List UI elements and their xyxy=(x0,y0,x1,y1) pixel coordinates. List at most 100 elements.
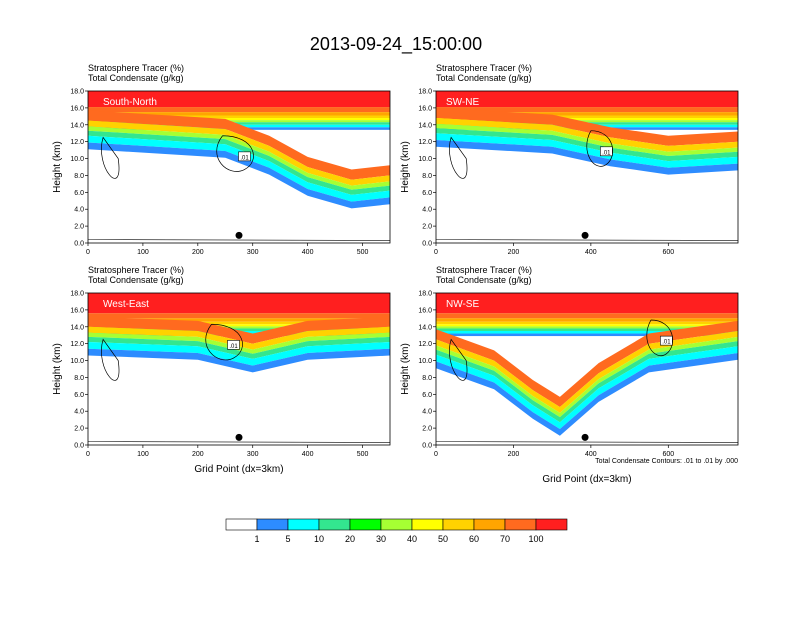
tracer-band xyxy=(88,326,390,329)
colorbar-label: 100 xyxy=(528,534,543,544)
x-tick-label: 600 xyxy=(662,249,674,256)
contour-label: .01 xyxy=(602,150,611,156)
x-tick-label: 100 xyxy=(137,249,149,256)
tracer-band xyxy=(88,112,390,116)
intrusion-layer xyxy=(436,140,738,175)
y-tick-label: 16.0 xyxy=(70,105,84,112)
location-marker xyxy=(235,231,243,239)
tracer-band xyxy=(436,120,738,123)
colorbar-swatch xyxy=(504,518,537,531)
panel-header-tracer: Stratosphere Tracer (%) xyxy=(436,63,532,73)
x-tick-label: 400 xyxy=(302,451,314,458)
intrusion-layer xyxy=(436,320,738,407)
y-tick-label: 0.0 xyxy=(422,241,432,248)
contour-label: .01 xyxy=(229,344,238,350)
tracer-band xyxy=(88,313,390,319)
colorbar-label: 10 xyxy=(314,534,324,544)
condensate-contour xyxy=(586,130,614,167)
intrusion-layer xyxy=(88,336,390,359)
contour-label: .01 xyxy=(662,340,671,346)
tracer-band xyxy=(436,112,738,116)
x-tick-label: 0 xyxy=(86,249,90,256)
colorbar-swatch xyxy=(256,518,289,531)
tracer-band xyxy=(88,115,390,119)
x-axis-label-left: Grid Point (dx=3km) xyxy=(194,464,283,475)
plot-area: .01 0.0 2.0 4.0 6.0 8.0 10.0 12.0 14.0 16.0 18.0 0 2… xyxy=(418,89,739,256)
tracer-band xyxy=(436,313,738,319)
panel-header-condensate: Total Condensate (g/kg) xyxy=(436,275,532,285)
colorbar-label: 30 xyxy=(376,534,386,544)
x-tick-label: 500 xyxy=(357,451,369,458)
surface-contour xyxy=(436,441,738,443)
panel-header-tracer: Stratosphere Tracer (%) xyxy=(436,265,532,275)
intrusion-layer xyxy=(436,346,738,429)
x-tick-label: 300 xyxy=(247,249,259,256)
x-tick-label: 0 xyxy=(434,249,438,256)
x-tick-label: 100 xyxy=(137,451,149,458)
y-tick-label: 8.0 xyxy=(74,173,84,180)
colorbar-label: 5 xyxy=(285,534,290,544)
intrusion-layer xyxy=(436,123,738,156)
plot-frame xyxy=(435,292,739,446)
condensate-contour xyxy=(449,338,468,381)
tracer-band xyxy=(88,328,390,331)
y-tick-label: 10.0 xyxy=(418,358,432,365)
y-tick-label: 2.0 xyxy=(422,224,432,231)
tracer-band xyxy=(88,318,390,322)
plot-area: .01 0.0 2.0 4.0 6.0 8.0 10.0 12.0 14.0 16.0 18.0 0 1… xyxy=(70,291,391,458)
x-axis-label-right: Grid Point (dx=3km) xyxy=(542,474,631,485)
tracer-band xyxy=(436,331,738,334)
y-tick-label: 18.0 xyxy=(70,291,84,298)
y-tick-label: 2.0 xyxy=(422,426,432,433)
intrusion-layer xyxy=(88,316,390,344)
condensate-contour xyxy=(449,136,468,179)
y-tick-label: 6.0 xyxy=(422,190,432,197)
y-tick-label: 14.0 xyxy=(70,324,84,331)
x-tick-label: 300 xyxy=(247,451,259,458)
tracer-band xyxy=(88,120,390,123)
intrusion-layer xyxy=(436,118,738,152)
x-tick-label: 200 xyxy=(192,249,204,256)
plot-area: .01 0.0 2.0 4.0 6.0 8.0 10.0 12.0 14.0 16.0 18.0 0 1… xyxy=(70,89,391,256)
panel-south-north: Stratosphere Tracer (%) Total Condensate… xyxy=(52,63,391,256)
panel-label: West-East xyxy=(103,299,149,310)
tracer-band xyxy=(436,333,738,337)
y-tick-label: 14.0 xyxy=(70,122,84,129)
y-tick-label: 6.0 xyxy=(74,190,84,197)
x-tick-label: 400 xyxy=(302,249,314,256)
colorbar-swatch xyxy=(411,518,444,531)
panel-header-tracer: Stratosphere Tracer (%) xyxy=(88,265,184,275)
figure-title: 2013-09-24_15:00:00 xyxy=(310,34,482,55)
colorbar-swatch xyxy=(225,518,258,531)
tracer-band xyxy=(436,324,738,327)
y-tick-label: 2.0 xyxy=(74,426,84,433)
x-tick-label: 200 xyxy=(508,249,520,256)
contour-label-box xyxy=(660,335,673,346)
y-tick-label: 14.0 xyxy=(418,122,432,129)
condensate-contour xyxy=(101,338,120,381)
y-tick-label: 16.0 xyxy=(70,307,84,314)
tracer-band xyxy=(88,118,390,121)
condensate-contour xyxy=(646,319,674,356)
intrusion-layer xyxy=(88,110,390,180)
tracer-band xyxy=(436,321,738,325)
y-tick-label: 10.0 xyxy=(70,156,84,163)
y-tick-label: 4.0 xyxy=(422,409,432,416)
y-tick-label: 16.0 xyxy=(418,105,432,112)
tracer-band xyxy=(436,115,738,119)
contour-label-box xyxy=(227,340,240,350)
location-marker xyxy=(581,433,589,441)
y-tick-label: 12.0 xyxy=(418,341,432,348)
tracer-band xyxy=(88,293,390,314)
y-tick-label: 2.0 xyxy=(74,224,84,231)
y-axis-label: Height (km) xyxy=(52,141,63,193)
tracer-band xyxy=(436,107,738,113)
surface-contour xyxy=(88,239,390,241)
intrusion-layer xyxy=(88,142,390,209)
intrusion-layer xyxy=(88,342,390,366)
y-tick-label: 18.0 xyxy=(70,89,84,96)
y-tick-label: 18.0 xyxy=(418,291,432,298)
contour-label-box xyxy=(238,151,251,162)
colorbar-swatch xyxy=(349,518,382,531)
